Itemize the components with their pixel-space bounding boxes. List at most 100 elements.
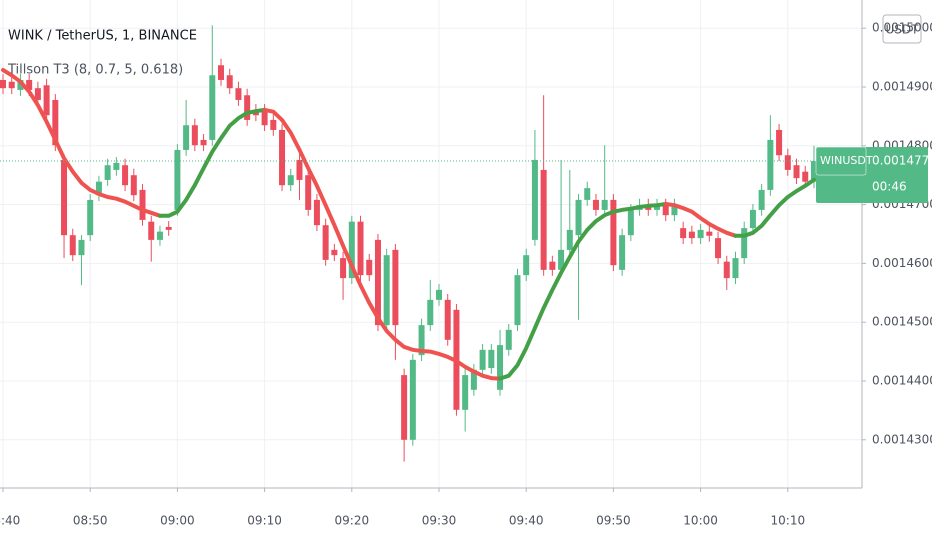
currency-button[interactable] xyxy=(882,14,922,44)
candle-body xyxy=(61,159,68,236)
candle-body xyxy=(104,165,111,180)
candle-body xyxy=(671,205,678,216)
candle-body xyxy=(69,235,76,256)
indicator-line xyxy=(158,107,267,218)
indicator-line xyxy=(498,202,668,381)
candle-body xyxy=(340,258,347,279)
x-tick-label: 09:40 xyxy=(509,514,544,528)
symbol-box xyxy=(815,146,867,176)
candle-body xyxy=(279,129,286,186)
last-price-label: 0.00147741 xyxy=(872,154,932,168)
candle-body xyxy=(331,249,338,256)
candle-body xyxy=(566,229,573,250)
candle-body xyxy=(357,221,364,276)
x-tick-label: 09:10 xyxy=(247,514,282,528)
candle-body xyxy=(113,162,120,170)
y-tick-label: 0.00146000 xyxy=(872,256,932,270)
chart-title: WINK / TetherUS, 1, BINANCE xyxy=(8,29,197,44)
candle-body xyxy=(261,109,268,126)
indicator-line xyxy=(663,202,738,238)
x-tick-label: 09:00 xyxy=(160,514,195,528)
candle-body xyxy=(183,125,190,150)
candle-body xyxy=(584,188,591,200)
candle-body xyxy=(270,119,277,130)
candle-body xyxy=(575,199,582,236)
candle-body xyxy=(531,159,538,240)
candle-body xyxy=(148,221,155,240)
candle-body xyxy=(122,165,129,186)
candle-body xyxy=(706,231,713,236)
candle-body xyxy=(165,226,172,230)
currency-button-label[interactable]: USDT xyxy=(886,23,920,37)
candle-body xyxy=(26,79,33,90)
candle-body xyxy=(688,231,695,239)
candle-body xyxy=(497,345,504,390)
candle-body xyxy=(444,299,451,340)
candle-body xyxy=(200,139,207,146)
candle-body xyxy=(749,209,756,229)
candle-body xyxy=(392,249,399,326)
indicator-line xyxy=(262,107,502,381)
countdown-label: 00:46 xyxy=(872,180,907,194)
candle-body xyxy=(723,261,730,279)
candle-body xyxy=(305,175,312,210)
candle-body xyxy=(52,99,59,146)
candle-body xyxy=(366,259,373,276)
x-tick-label: 09:20 xyxy=(335,514,370,528)
candle-body xyxy=(427,299,434,326)
candle-body xyxy=(654,205,660,210)
candle-body xyxy=(296,159,303,180)
candle-body xyxy=(436,289,442,300)
candle-body xyxy=(601,199,608,210)
candle-body xyxy=(479,349,486,370)
y-tick-label: 0.00150000 xyxy=(872,21,932,35)
candle-body xyxy=(313,199,320,226)
candle-body xyxy=(462,375,469,410)
candle-body xyxy=(776,129,783,156)
x-tick-label: 10:00 xyxy=(683,514,718,528)
candle-body xyxy=(505,329,512,350)
candle-body xyxy=(793,165,800,179)
candle-body xyxy=(802,171,809,182)
indicator-line xyxy=(733,177,816,238)
candle-body xyxy=(741,228,748,259)
plot-area xyxy=(0,0,862,488)
candle-body xyxy=(488,349,495,369)
candle-body xyxy=(418,325,425,356)
candle-body xyxy=(610,199,617,266)
candle-body xyxy=(374,239,381,326)
symbol-label: WINUSDT xyxy=(820,154,873,167)
candle-body xyxy=(244,95,251,120)
x-tick-label: 08:50 xyxy=(73,514,108,528)
candle-body xyxy=(662,205,669,216)
candle-body xyxy=(409,359,416,440)
candle-body xyxy=(348,221,355,279)
candle-body xyxy=(549,261,556,270)
candle-body xyxy=(767,139,774,190)
candle-body xyxy=(8,81,15,89)
candle-body xyxy=(78,239,85,256)
candle-body xyxy=(226,75,233,89)
candle-body xyxy=(218,65,224,80)
candle-body xyxy=(514,275,521,326)
candle-body xyxy=(680,228,687,239)
candle-body xyxy=(383,255,390,326)
indicator-line xyxy=(1,68,162,218)
candle-body xyxy=(156,231,163,240)
candle-body xyxy=(470,369,477,390)
candle-body xyxy=(139,189,146,220)
candle-body xyxy=(523,255,530,276)
candle-body xyxy=(558,249,565,270)
candle-body xyxy=(191,125,198,146)
candle-body xyxy=(715,238,722,259)
candle-body xyxy=(95,181,102,196)
y-tick-label: 0.00149000 xyxy=(872,80,932,94)
x-tick-label: 09:50 xyxy=(596,514,631,528)
candle-body xyxy=(87,199,94,236)
y-tick-label: 0.00143000 xyxy=(872,432,932,446)
candle-body xyxy=(540,169,547,270)
candle-body xyxy=(619,235,626,270)
candle-body xyxy=(810,161,817,182)
candle-body xyxy=(732,258,739,279)
